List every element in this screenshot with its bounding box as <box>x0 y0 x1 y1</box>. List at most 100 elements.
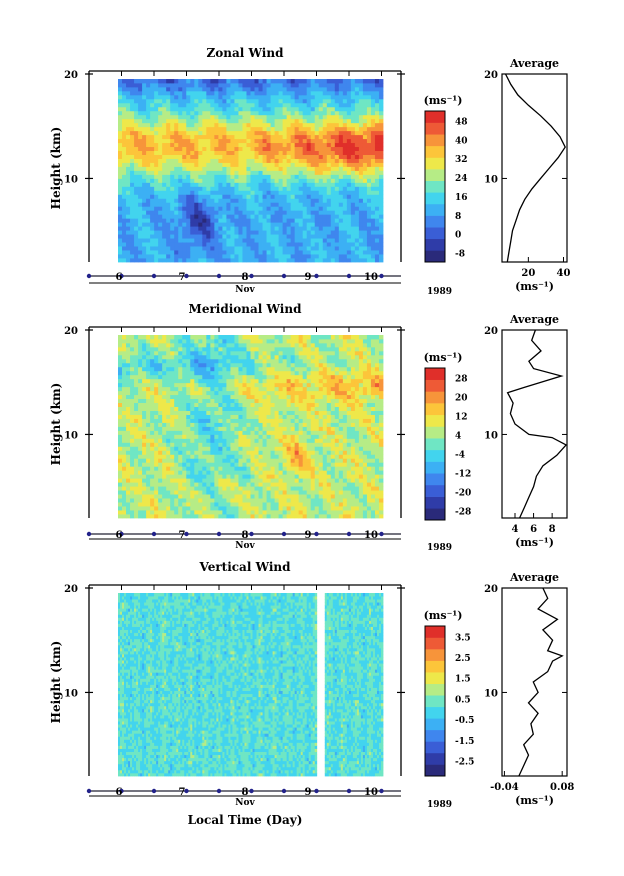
heatmap-cell <box>202 486 207 491</box>
heatmap-cell <box>322 214 328 219</box>
heatmap-cell <box>222 178 227 183</box>
heatmap-cell <box>186 362 191 368</box>
heatmap-cell <box>142 79 147 84</box>
heatmap-cell <box>210 458 215 463</box>
heatmap-cell <box>118 114 123 120</box>
heatmap-cell <box>250 114 255 120</box>
heatmap-cell <box>126 126 131 132</box>
heatmap-cell <box>206 166 211 171</box>
heatmap-cell <box>202 150 207 155</box>
heatmap-cell <box>222 242 227 247</box>
heatmap-cell <box>250 222 255 227</box>
heatmap-cell <box>254 510 259 515</box>
heatmap-cell <box>178 79 183 84</box>
heatmap-cell <box>166 362 171 368</box>
heatmap-cell <box>318 110 324 116</box>
heatmap-cell <box>202 462 207 467</box>
heatmap-cell <box>354 242 360 247</box>
heatmap-cell <box>190 186 195 191</box>
heatmap-cell <box>230 394 235 400</box>
heatmap-cell <box>334 178 340 183</box>
heatmap-cell <box>230 130 235 136</box>
heatmap-cell <box>262 422 267 427</box>
heatmap-cell <box>238 498 243 503</box>
heatmap-cell <box>226 386 231 392</box>
heatmap-cell <box>266 418 271 423</box>
heatmap-cell <box>190 230 195 235</box>
heatmap-cell <box>206 238 211 243</box>
heatmap-cell <box>134 490 139 495</box>
heatmap-cell <box>350 98 356 104</box>
heatmap-cell <box>206 210 211 215</box>
heatmap-cell <box>186 114 191 120</box>
heatmap-cell <box>146 142 151 148</box>
heatmap-cell <box>178 198 183 203</box>
heatmap-cell <box>338 222 344 227</box>
heatmap-cell <box>374 146 380 152</box>
heatmap-cell <box>246 346 251 352</box>
heatmap-cell <box>170 514 175 519</box>
heatmap-cell <box>182 406 187 411</box>
heatmap-cell <box>218 374 223 380</box>
heatmap-cell <box>122 402 127 408</box>
heatmap-cell <box>186 335 191 340</box>
heatmap-cell <box>314 154 320 159</box>
heatmap-cell <box>138 466 143 471</box>
heatmap-cell <box>378 158 384 163</box>
heatmap-cell <box>274 138 280 144</box>
heatmap-cell <box>202 362 207 368</box>
heatmap-cell <box>342 238 348 243</box>
heatmap-cell <box>326 206 332 211</box>
heatmap-cell <box>330 126 336 132</box>
heatmap-cell <box>290 110 296 116</box>
heatmap-cell <box>154 206 159 211</box>
heatmap-cell <box>186 226 191 231</box>
heatmap-cell <box>238 242 243 247</box>
heatmap-cell <box>378 230 384 235</box>
heatmap-cell <box>234 114 239 120</box>
heatmap-cell <box>262 362 267 368</box>
heatmap-cell <box>330 82 336 88</box>
heatmap-cell <box>258 502 263 507</box>
heatmap-cell <box>282 222 288 227</box>
heatmap-cell <box>254 354 259 360</box>
heatmap-cell <box>350 102 356 108</box>
heatmap-cell <box>330 79 336 84</box>
heatmap-cell <box>278 258 284 263</box>
heatmap-cell <box>262 226 267 231</box>
heatmap-cell <box>234 434 239 439</box>
heatmap-cell <box>234 174 239 179</box>
heatmap-cell <box>310 230 316 235</box>
heatmap-cell <box>250 430 255 435</box>
heatmap-cell <box>246 142 251 148</box>
heatmap-cell <box>222 134 227 140</box>
heatmap-cell <box>186 218 191 223</box>
heatmap-cell <box>270 106 275 112</box>
heatmap-cell <box>214 218 219 223</box>
heatmap-cell <box>198 190 203 195</box>
heatmap-cell <box>170 102 175 108</box>
heatmap-cell <box>138 202 143 207</box>
heatmap-cell <box>158 498 163 503</box>
heatmap-cell <box>174 514 179 519</box>
heatmap-cell <box>258 146 263 152</box>
heatmap-cell <box>258 102 263 108</box>
heatmap-cell <box>250 510 255 515</box>
heatmap-cell <box>222 462 227 467</box>
heatmap-cell <box>262 250 267 255</box>
heatmap-cell <box>234 438 239 443</box>
heatmap-cell <box>262 86 267 92</box>
heatmap-cell <box>262 174 267 179</box>
heatmap-cell <box>126 430 131 435</box>
colorbar-swatch <box>425 122 445 135</box>
heatmap-cell <box>282 258 288 263</box>
heatmap-cell <box>194 502 199 507</box>
heatmap-cell <box>158 162 163 167</box>
heatmap-cell <box>242 490 247 495</box>
heatmap-cell <box>210 106 215 112</box>
heatmap-cell <box>254 358 259 364</box>
heatmap-cell <box>146 398 151 404</box>
heatmap-cell <box>214 118 219 124</box>
heatmap-cell <box>322 254 328 259</box>
heatmap-cell <box>274 102 280 108</box>
